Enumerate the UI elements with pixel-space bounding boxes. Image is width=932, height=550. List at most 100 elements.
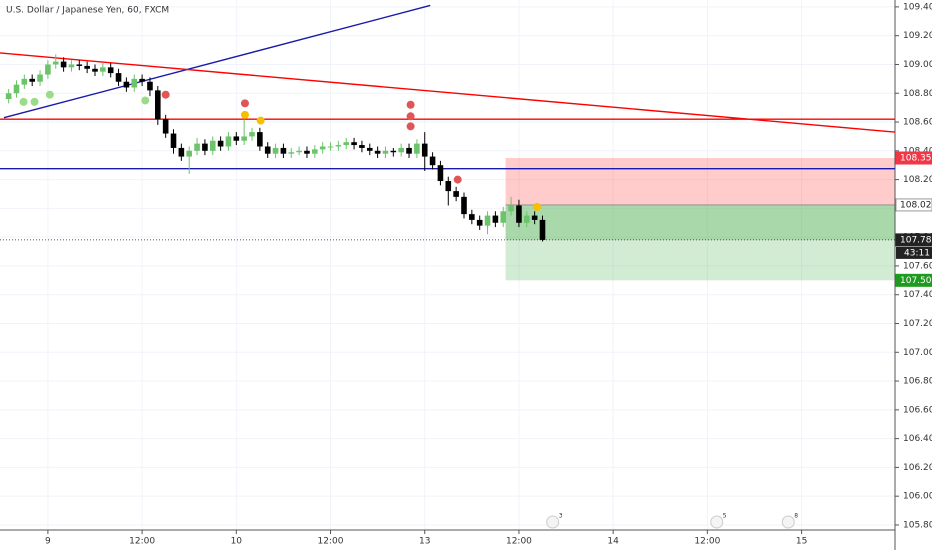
candle-body	[92, 68, 98, 72]
signal-dot	[533, 202, 541, 211]
x-tick-label: 12:00	[318, 537, 344, 547]
candle-body	[492, 215, 499, 223]
signal-dot	[406, 100, 415, 109]
stop-zone	[505, 158, 895, 205]
y-tick-label: 105.800	[903, 520, 932, 530]
candle-body	[327, 146, 334, 148]
candle-body	[52, 61, 59, 65]
candle-body	[217, 140, 224, 147]
candle-body	[288, 152, 295, 154]
target-zone	[505, 204, 895, 281]
candle-body	[469, 214, 475, 220]
event-count: 8	[794, 513, 798, 520]
last-price-tag	[895, 233, 932, 247]
y-tick-label: 106.000	[903, 492, 932, 502]
y-tick-label: 107.200	[903, 319, 932, 329]
y-tick-label: 106.200	[903, 463, 932, 473]
candle-body	[29, 78, 35, 82]
candle-body	[374, 150, 381, 154]
event-icon	[710, 515, 724, 529]
candle-body	[100, 67, 106, 72]
candle-body	[523, 215, 530, 223]
event-icon	[781, 515, 795, 529]
candle-body	[186, 150, 193, 157]
candle-body	[241, 136, 247, 141]
candle-body	[60, 61, 67, 68]
candle-body	[484, 215, 491, 226]
candle-body	[178, 147, 185, 157]
candle-body	[359, 145, 365, 148]
y-tick-label: 108.600	[903, 118, 932, 128]
countdown: 43:11	[904, 248, 930, 258]
candle-body	[304, 150, 310, 154]
y-tick-label: 107.600	[903, 261, 932, 271]
y-tick-label: 107.000	[903, 348, 932, 358]
candle-body	[398, 147, 404, 153]
candle-body	[21, 78, 28, 85]
candle-body	[429, 156, 436, 166]
candle-body	[115, 73, 122, 82]
candle-body	[531, 215, 538, 220]
candle-body	[225, 136, 232, 147]
candle-body	[272, 147, 279, 154]
candle-body	[131, 78, 138, 88]
signal-dot	[256, 116, 265, 125]
y-tick-label: 108.800	[903, 89, 932, 99]
x-tick-label: 14	[607, 537, 619, 547]
stop-tag-label: 108.350	[900, 154, 932, 164]
candle-body	[233, 136, 240, 141]
x-tick-label: 12:00	[694, 537, 720, 547]
y-tick-label: 108.200	[903, 175, 932, 185]
y-tick-label: 109.400	[903, 2, 932, 12]
signal-dot	[406, 122, 415, 131]
event-icon	[546, 515, 560, 529]
signal-dot	[161, 90, 170, 99]
candle-body	[194, 143, 200, 151]
candle-body	[45, 64, 51, 75]
candle-body	[209, 140, 216, 151]
candle-body	[147, 81, 153, 91]
candle-body	[13, 84, 20, 94]
x-tick-label: 12:00	[506, 537, 532, 547]
candle-body	[476, 219, 483, 226]
candle-body	[343, 142, 350, 146]
trend-line	[3, 4, 431, 119]
candle-body	[257, 132, 263, 147]
candle-body	[382, 150, 389, 154]
last-price-tag-label: 107.781	[900, 235, 932, 245]
y-tick-label: 106.400	[903, 434, 932, 444]
stop-tag	[895, 151, 932, 165]
target-tag	[895, 273, 932, 287]
x-tick-label: 9	[45, 537, 51, 547]
candle-body	[5, 93, 12, 100]
candle-body	[437, 165, 444, 182]
signal-dot	[240, 110, 249, 119]
candle-body	[68, 64, 75, 68]
candle-body	[139, 78, 145, 82]
candle-body	[500, 211, 507, 223]
y-tick-label: 106.800	[903, 377, 932, 387]
candle-body	[351, 142, 357, 146]
candle-body	[516, 205, 522, 223]
candle-body	[76, 64, 83, 66]
candle-body	[461, 196, 467, 215]
signal-dot	[141, 96, 150, 105]
x-tick-label: 13	[419, 537, 430, 547]
candle-body	[84, 65, 90, 69]
candle-body	[296, 150, 302, 153]
candle-body	[453, 191, 459, 197]
candle-body	[319, 146, 326, 150]
signal-dot	[30, 97, 39, 106]
candle-body	[37, 74, 43, 82]
event-count: 5	[723, 513, 727, 520]
entry-tag-label: 108.024	[900, 200, 932, 210]
target-tag-label: 107.500	[900, 276, 932, 286]
event-count: 3	[559, 513, 563, 520]
candle-body	[335, 145, 342, 147]
candle-body	[170, 133, 177, 148]
candle-body	[539, 219, 546, 240]
y-tick-label: 107.400	[903, 290, 932, 300]
candle-body	[421, 143, 428, 157]
y-tick-label: 109.200	[903, 31, 932, 41]
